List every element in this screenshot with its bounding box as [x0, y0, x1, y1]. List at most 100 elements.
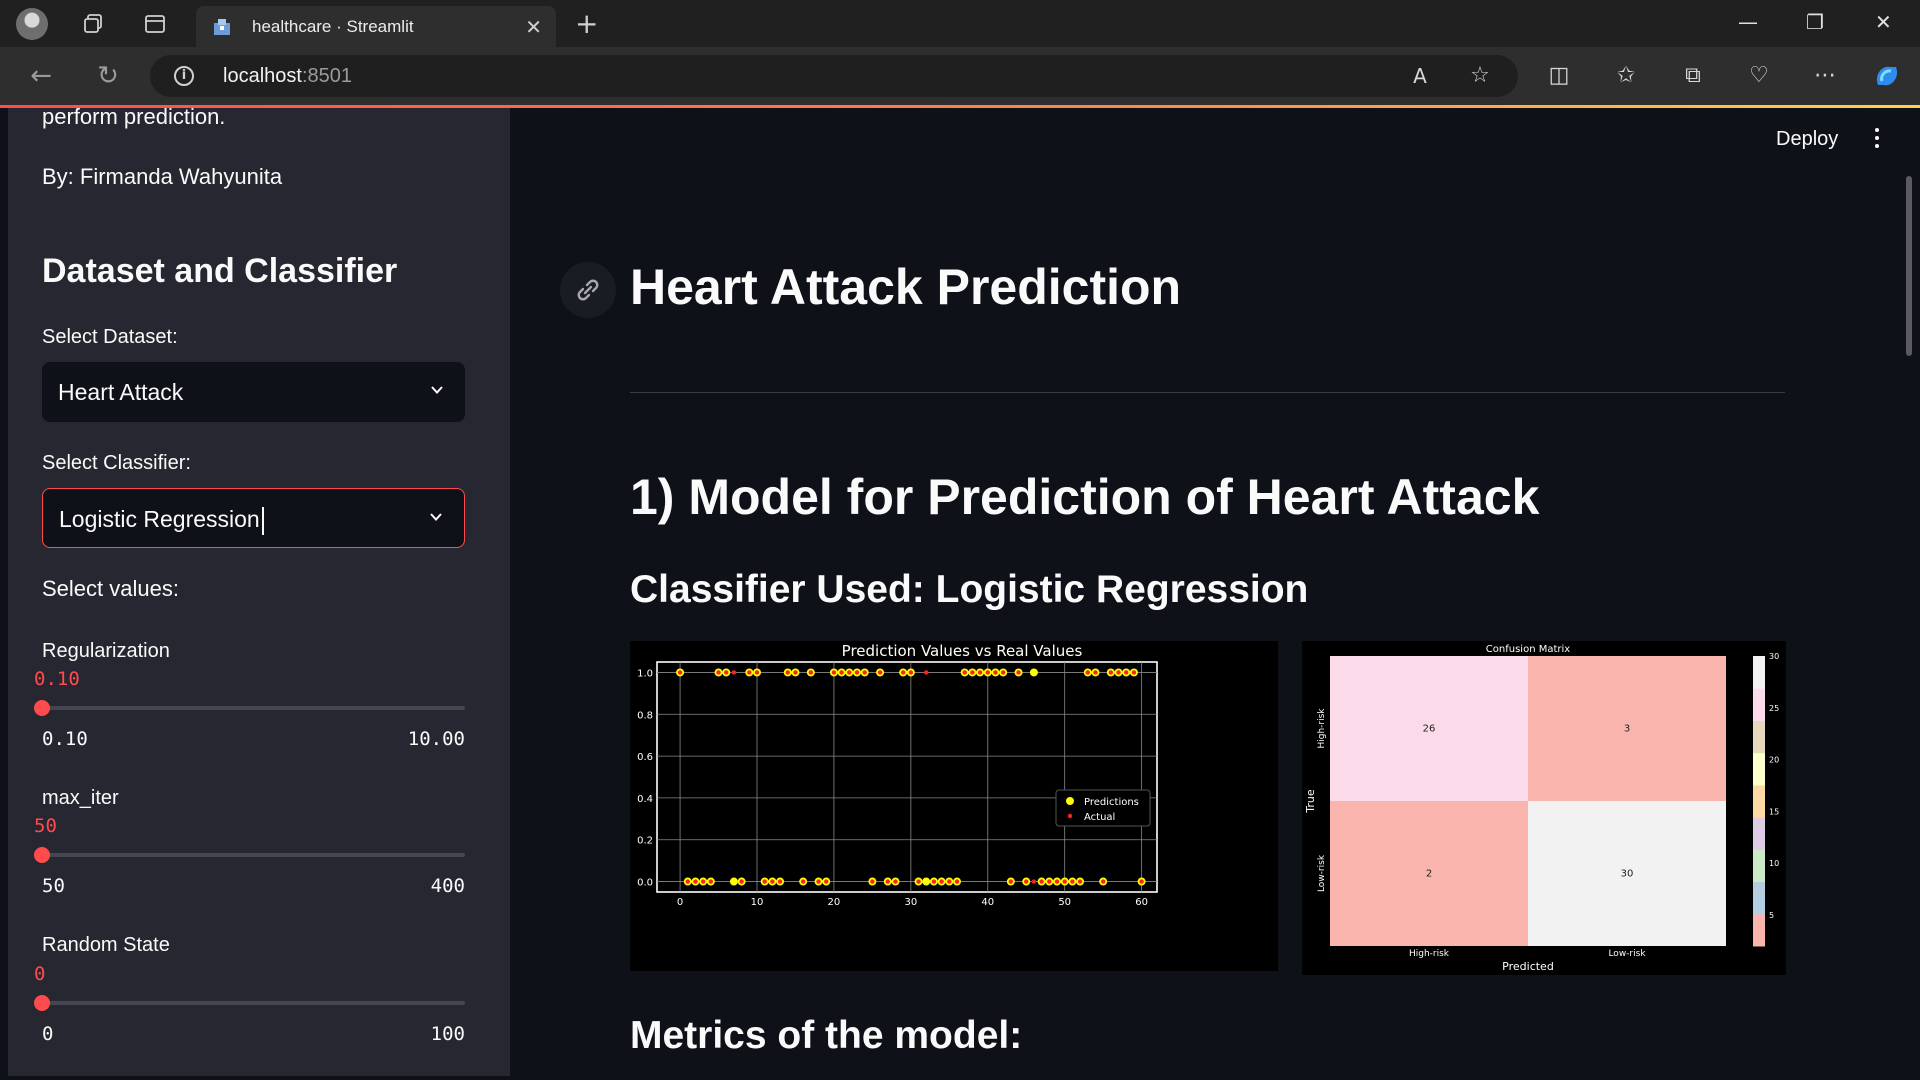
collections-toolbar-icon[interactable]: ⧉: [1685, 63, 1701, 88]
colorbar-segment: [1753, 688, 1765, 721]
chart-title: Prediction Values vs Real Values: [842, 642, 1083, 660]
actual-point: [1131, 670, 1137, 675]
info-icon[interactable]: i: [174, 66, 194, 86]
regularization-slider-thumb[interactable]: [34, 700, 50, 716]
actual-point: [877, 670, 883, 675]
colorbar-segment: [1753, 881, 1765, 915]
url-text: localhost:8501: [223, 65, 352, 87]
actual-point: [985, 670, 990, 675]
actual-point: [777, 879, 783, 884]
main-content: Deploy Heart Attack Prediction 1) Model …: [510, 108, 1920, 1076]
favorites-icon[interactable]: ✩: [1616, 63, 1636, 88]
max-iter-slider[interactable]: [34, 847, 465, 863]
author-text: By: Firmanda Wahyunita: [42, 164, 283, 189]
actual-point: [1077, 879, 1083, 884]
actual-point: [1024, 879, 1029, 884]
max-iter-value: 50: [34, 815, 57, 837]
actual-point: [708, 879, 714, 884]
x-tick-label: 10: [751, 897, 764, 908]
x-tick-label: 0: [677, 897, 683, 908]
max-iter-slider-thumb[interactable]: [34, 847, 50, 863]
actual-point: [1016, 670, 1021, 675]
colorbar-segment: [1753, 849, 1765, 883]
restore-icon[interactable]: ❐: [1806, 10, 1824, 34]
x-tick-label: 40: [981, 897, 994, 908]
read-aloud-icon[interactable]: A: [1413, 64, 1427, 88]
actual-point: [731, 670, 737, 675]
actual-point: [839, 670, 844, 675]
sidebar-section-title: Dataset and Classifier: [42, 252, 398, 290]
actual-point: [1062, 879, 1067, 884]
actual-point: [1070, 879, 1075, 884]
actual-point: [847, 670, 852, 675]
cm-y-axis-label: True: [1304, 789, 1317, 814]
confusion-matrix-chart: Confusion Matrix 26 3 2 30 High-risk High-risk…: [1302, 641, 1786, 975]
cm-cell: [1330, 801, 1528, 946]
legend-label-predictions: Predictions: [1084, 797, 1139, 808]
actual-point: [770, 879, 775, 884]
actual-point: [885, 879, 890, 884]
classifier-select[interactable]: Logistic Regression: [42, 488, 465, 548]
deploy-button[interactable]: Deploy: [1776, 128, 1839, 150]
actual-point: [677, 670, 683, 675]
profile-avatar[interactable]: [16, 8, 48, 40]
random-state-label: Random State: [42, 934, 170, 956]
colorbar-tick-label: 20: [1769, 756, 1779, 765]
collections-icon[interactable]: [78, 9, 108, 39]
cm-x-axis-label: Predicted: [1502, 960, 1554, 973]
random-state-slider[interactable]: [34, 995, 465, 1011]
regularization-label: Regularization: [42, 640, 170, 662]
tab-actions-icon[interactable]: [140, 9, 170, 39]
actual-point: [716, 670, 721, 675]
split-screen-icon[interactable]: ◫: [1548, 63, 1570, 88]
actual-point: [824, 879, 829, 884]
window-close-icon[interactable]: ✕: [1875, 10, 1892, 34]
tab-close-icon[interactable]: ✕: [525, 15, 542, 39]
favorite-icon[interactable]: ☆: [1470, 63, 1490, 88]
random-state-max: 100: [430, 1023, 465, 1045]
actual-point: [785, 670, 790, 675]
actual-point: [739, 879, 744, 884]
prediction-point: [1029, 668, 1038, 677]
actual-point: [970, 670, 975, 675]
active-tab[interactable]: healthcare · Streamlit ✕: [196, 6, 556, 47]
regularization-value: 0.10: [34, 668, 80, 690]
colorbar-tick-label: 10: [1769, 859, 1779, 868]
metrics-heading: Metrics of the model:: [630, 1014, 1023, 1057]
classifier-heading: Classifier Used: Logistic Regression: [630, 568, 1309, 611]
copilot-icon[interactable]: [1872, 61, 1902, 91]
cm-x-tick-label: High-risk: [1409, 949, 1450, 959]
back-icon[interactable]: ←: [30, 61, 52, 91]
colorbar-tick-label: 15: [1769, 807, 1779, 816]
cm-cell-value: 3: [1624, 724, 1630, 735]
link-icon[interactable]: [560, 262, 616, 318]
new-tab-icon[interactable]: +: [575, 7, 599, 40]
actual-point: [693, 879, 698, 884]
actual-point: [747, 670, 752, 675]
actual-point: [916, 879, 921, 884]
minimize-icon[interactable]: —: [1738, 10, 1758, 34]
y-tick-label: 0.4: [637, 794, 653, 805]
colorbar-tick-label: 25: [1769, 704, 1779, 713]
x-tick-label: 60: [1135, 897, 1148, 908]
legend-box: [1055, 789, 1151, 827]
more-icon[interactable]: ⋯: [1814, 63, 1836, 88]
refresh-icon[interactable]: ↻: [97, 61, 119, 91]
x-tick-label: 20: [828, 897, 841, 908]
actual-point: [800, 879, 806, 884]
dataset-select[interactable]: Heart Attack: [42, 362, 465, 422]
scrollbar-thumb[interactable]: [1906, 176, 1912, 356]
colorbar-segment: [1753, 817, 1765, 850]
regularization-max: 10.00: [407, 728, 465, 750]
x-tick-label: 50: [1058, 897, 1071, 908]
random-state-slider-thumb[interactable]: [34, 995, 50, 1011]
regularization-slider[interactable]: [34, 700, 465, 716]
url-field[interactable]: i localhost:8501 A ☆: [150, 55, 1518, 97]
cm-cell: [1528, 801, 1726, 946]
health-icon[interactable]: ♡: [1749, 63, 1769, 88]
colorbar-segment: [1753, 784, 1765, 818]
main-menu-icon[interactable]: [1874, 128, 1880, 152]
actual-point: [685, 879, 690, 884]
actual-point: [1039, 879, 1044, 884]
classifier-select-value: Logistic Regression: [59, 506, 264, 535]
